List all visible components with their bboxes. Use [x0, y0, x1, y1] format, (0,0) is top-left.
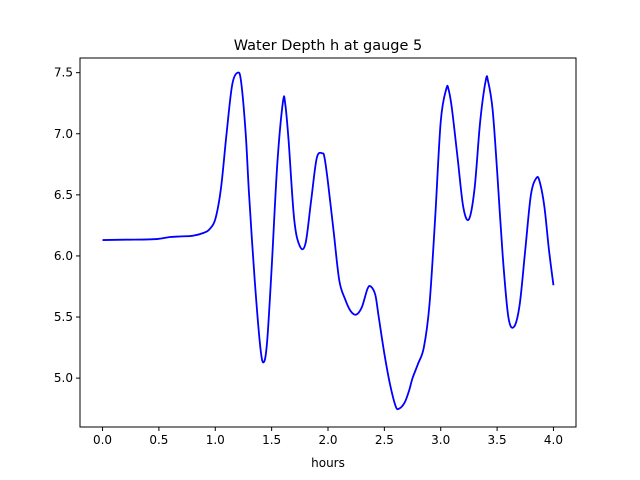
x-axis-label: hours [311, 456, 345, 470]
x-tick-label: 4.0 [544, 433, 563, 447]
y-tick-label: 5.5 [54, 310, 73, 324]
series-line [102, 71, 555, 411]
y-tick-label: 7.5 [54, 66, 73, 80]
x-axis-ticks: 0.0 0.5 1.0 1.5 2.0 2.5 3.0 3.5 4.0 [93, 427, 563, 447]
x-tick-label: 2.5 [375, 433, 394, 447]
x-tick-label: 0.0 [93, 433, 112, 447]
y-tick-label: 7.0 [54, 127, 73, 141]
y-axis-ticks: 5.0 5.5 6.0 6.5 7.0 7.5 [54, 66, 80, 385]
x-tick-label: 1.0 [206, 433, 225, 447]
x-tick-label: 0.5 [149, 433, 168, 447]
axes-frame [79, 57, 577, 428]
chart-title: Water Depth h at gauge 5 [234, 38, 422, 54]
y-tick-label: 6.5 [54, 188, 73, 202]
x-tick-label: 2.0 [318, 433, 337, 447]
y-tick-label: 6.0 [54, 249, 73, 263]
x-tick-label: 1.5 [262, 433, 281, 447]
x-tick-label: 3.5 [488, 433, 507, 447]
y-tick-label: 5.0 [54, 371, 73, 385]
x-tick-label: 3.0 [431, 433, 450, 447]
